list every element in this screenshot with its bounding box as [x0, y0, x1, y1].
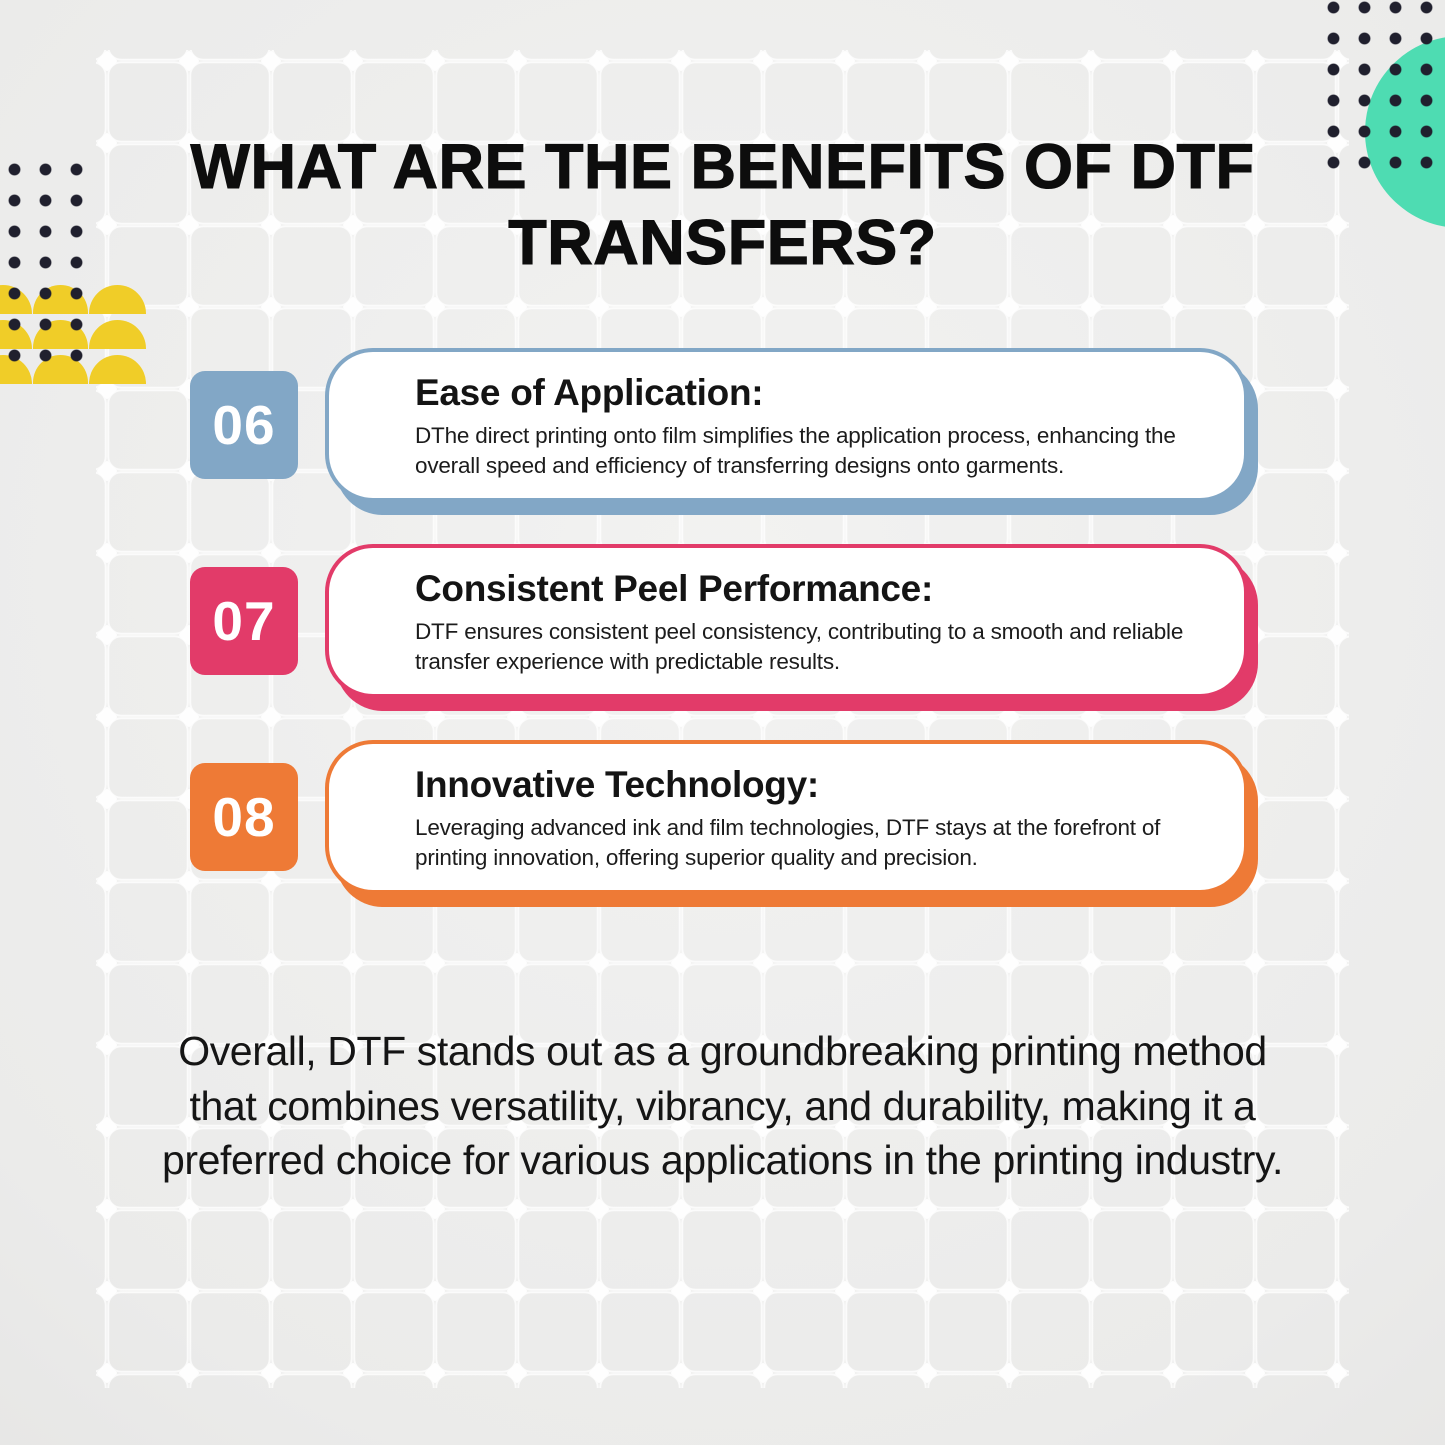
benefit-title: Consistent Peel Performance:	[415, 568, 933, 610]
benefit-card: Consistent Peel Performance: DTF ensures…	[325, 544, 1248, 698]
page-title: WHAT ARE THE BENEFITS OF DTF TRANSFERS?	[190, 131, 1255, 278]
benefit-item: 08 Innovative Technology: Leveraging adv…	[190, 740, 1248, 894]
benefit-title: Ease of Application:	[415, 372, 764, 414]
benefit-number-badge: 08	[190, 763, 298, 871]
benefit-description: DThe direct printing onto film simplifie…	[415, 423, 1176, 478]
yellow-semicircle	[89, 355, 146, 384]
benefit-item: 07 Consistent Peel Performance: DTF ensu…	[190, 544, 1248, 698]
benefit-description: DTF ensures consistent peel consistency,…	[415, 619, 1184, 674]
benefit-item: 06 Ease of Application: DThe direct prin…	[190, 348, 1248, 502]
benefit-number-badge: 07	[190, 567, 298, 675]
benefit-number-badge: 06	[190, 371, 298, 479]
corner-dots-decoration	[1318, 0, 1442, 179]
yellow-semicircle	[89, 285, 146, 314]
conclusion-text: Overall, DTF stands out as a groundbreak…	[161, 1028, 1284, 1184]
yellow-semicircle	[89, 320, 146, 349]
left-dots-decoration	[0, 154, 93, 372]
benefits-list: 06 Ease of Application: DThe direct prin…	[190, 348, 1248, 894]
benefit-title: Innovative Technology:	[415, 764, 819, 806]
benefit-description: Leveraging advanced ink and film technol…	[415, 815, 1161, 870]
benefit-card: Ease of Application: DThe direct printin…	[325, 348, 1248, 502]
benefit-card: Innovative Technology: Leveraging advanc…	[325, 740, 1248, 894]
